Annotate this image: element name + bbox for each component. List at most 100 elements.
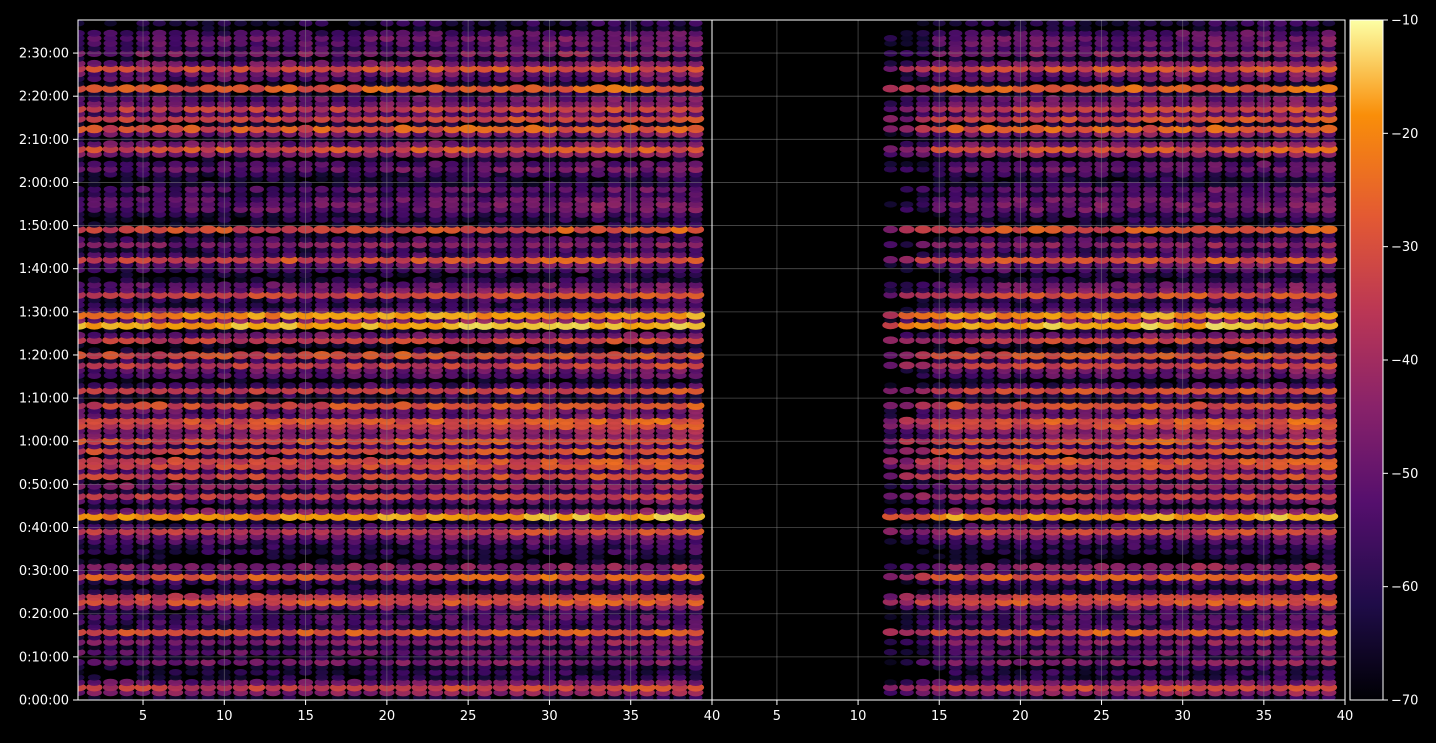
heat-cell <box>525 457 542 465</box>
heat-cell <box>169 55 182 62</box>
heat-cell <box>120 644 134 651</box>
heat-cell <box>185 216 199 223</box>
heat-cell <box>185 669 199 676</box>
heat-cell <box>639 331 655 339</box>
heat-cell <box>315 643 329 651</box>
right-panel <box>882 20 1339 700</box>
heat-cell <box>102 416 119 425</box>
heat-cell <box>396 271 410 278</box>
heat-cell <box>445 331 459 339</box>
heat-cell <box>87 281 102 289</box>
heat-cell <box>78 613 85 621</box>
heat-cell <box>575 543 589 550</box>
heat-cell <box>478 377 491 384</box>
heat-cell <box>476 114 493 123</box>
heat-cell <box>87 140 102 148</box>
heat-cell <box>201 543 215 550</box>
heat-cell <box>640 543 654 550</box>
heat-cell <box>428 240 443 249</box>
heat-cell <box>412 331 427 339</box>
heat-cell <box>184 412 199 420</box>
heat-cell <box>119 678 135 687</box>
heat-cell <box>493 216 508 223</box>
heat-cell <box>364 176 377 183</box>
heat-cell <box>103 195 118 203</box>
heat-cell <box>445 382 459 389</box>
heat-cell <box>78 377 85 384</box>
heat-cell <box>200 592 216 601</box>
heat-cell <box>331 195 346 203</box>
heat-cell <box>558 195 573 203</box>
heat-cell <box>639 240 655 249</box>
heat-cell <box>282 638 297 646</box>
heat-cell <box>183 225 200 234</box>
heat-cell <box>233 236 248 244</box>
heat-cell <box>558 613 573 621</box>
heat-cell <box>87 75 102 83</box>
heat-cell <box>168 371 183 380</box>
heat-cell <box>494 80 507 87</box>
heat-cell <box>231 310 250 320</box>
heat-cell <box>589 592 607 602</box>
heat-cell <box>526 543 541 550</box>
heat-cell <box>883 689 898 696</box>
heat-cell <box>396 206 410 213</box>
heat-cell <box>526 623 541 631</box>
heat-cell <box>363 658 378 666</box>
heat-cell <box>445 29 459 37</box>
heat-cell <box>232 416 249 425</box>
heat-cell <box>655 29 671 37</box>
heat-cell <box>670 386 689 395</box>
heat-cell <box>558 185 573 193</box>
heat-cell <box>248 104 266 114</box>
heat-cell <box>427 124 444 133</box>
heat-cell <box>639 195 655 203</box>
heat-cell <box>412 100 427 108</box>
heat-cell <box>573 492 591 501</box>
heat-cell <box>185 45 199 52</box>
heat-cell <box>526 382 540 389</box>
heat-cell <box>575 558 589 565</box>
heat-cell <box>184 372 199 379</box>
heat-cell <box>200 361 217 370</box>
heat-cell <box>477 60 492 67</box>
heat-cell <box>575 382 589 389</box>
heat-cell <box>526 140 541 148</box>
heat-cell <box>168 34 183 42</box>
heat-cell <box>312 310 332 320</box>
heat-cell <box>573 572 591 581</box>
heat-cell <box>201 211 215 218</box>
heat-cell <box>201 246 215 253</box>
heat-cell <box>412 251 427 259</box>
heat-cell <box>429 674 442 681</box>
heat-cell <box>201 669 215 676</box>
heat-cell <box>428 210 443 218</box>
heat-cell <box>330 492 346 501</box>
heat-cell <box>169 543 182 550</box>
heat-cell <box>477 537 492 546</box>
heat-cell <box>78 29 85 37</box>
heat-cell <box>509 251 524 259</box>
heat-cell <box>201 382 216 389</box>
heat-cell <box>314 658 330 667</box>
heat-cell <box>607 276 622 284</box>
heat-cell <box>493 200 509 209</box>
heat-cell <box>102 471 119 481</box>
heat-cell <box>234 20 248 27</box>
heat-cell <box>234 45 248 52</box>
heat-cell <box>672 538 687 545</box>
heat-cell <box>574 613 590 621</box>
heat-cell <box>575 588 589 595</box>
heat-cell <box>78 563 86 571</box>
heat-cell <box>607 674 622 681</box>
heat-cell <box>362 456 379 466</box>
heat-cell <box>78 45 85 52</box>
heat-cell <box>590 336 607 345</box>
heat-cell <box>524 416 542 426</box>
heat-cell <box>315 216 329 223</box>
heat-cell <box>234 583 248 590</box>
heat-cell <box>281 95 297 103</box>
heat-cell <box>185 538 199 545</box>
heat-cell <box>509 140 525 148</box>
heat-cell <box>688 266 703 274</box>
